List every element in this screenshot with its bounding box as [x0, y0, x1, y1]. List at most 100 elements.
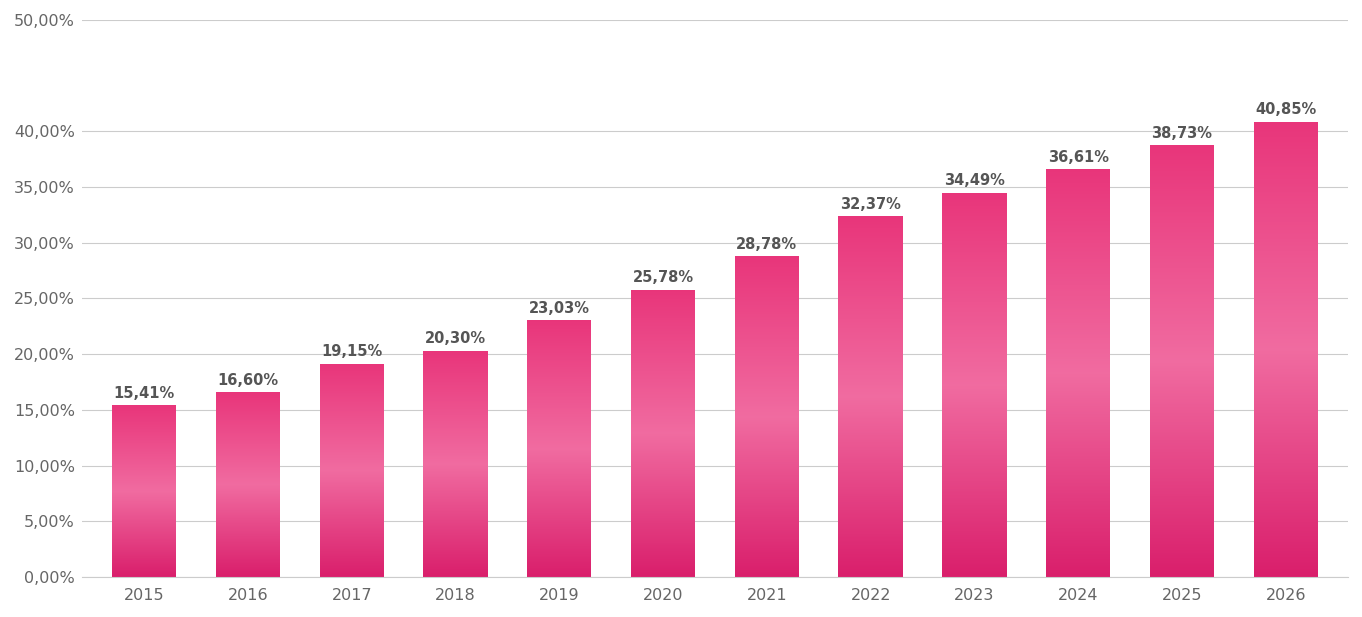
Bar: [1253, 457, 1318, 458]
Bar: [1253, 445, 1318, 447]
Bar: [1046, 341, 1110, 342]
Bar: [320, 434, 384, 435]
Bar: [943, 308, 1007, 309]
Bar: [1150, 446, 1214, 447]
Bar: [631, 482, 695, 483]
Bar: [527, 531, 591, 532]
Bar: [734, 521, 799, 523]
Bar: [320, 428, 384, 429]
Bar: [1253, 345, 1318, 346]
Bar: [631, 350, 695, 351]
Bar: [424, 410, 488, 411]
Bar: [734, 442, 799, 444]
Bar: [839, 370, 903, 371]
Bar: [320, 576, 384, 577]
Bar: [943, 288, 1007, 289]
Bar: [320, 423, 384, 424]
Bar: [1150, 161, 1214, 163]
Bar: [943, 503, 1007, 504]
Bar: [631, 492, 695, 493]
Bar: [424, 539, 488, 540]
Bar: [734, 406, 799, 407]
Bar: [1150, 512, 1214, 514]
Text: 16,60%: 16,60%: [218, 373, 278, 387]
Bar: [527, 508, 591, 510]
Bar: [320, 410, 384, 412]
Bar: [1046, 191, 1110, 193]
Bar: [839, 462, 903, 463]
Bar: [1046, 276, 1110, 278]
Bar: [839, 513, 903, 515]
Bar: [527, 408, 591, 409]
Bar: [1046, 494, 1110, 495]
Bar: [1150, 252, 1214, 254]
Bar: [320, 537, 384, 538]
Bar: [1150, 181, 1214, 183]
Bar: [1253, 278, 1318, 280]
Bar: [1046, 370, 1110, 371]
Bar: [943, 455, 1007, 457]
Bar: [424, 366, 488, 367]
Bar: [424, 362, 488, 363]
Bar: [1046, 206, 1110, 207]
Bar: [1150, 364, 1214, 365]
Bar: [320, 418, 384, 419]
Bar: [1253, 437, 1318, 439]
Bar: [734, 281, 799, 282]
Bar: [839, 442, 903, 444]
Bar: [839, 232, 903, 233]
Bar: [527, 417, 591, 418]
Bar: [527, 497, 591, 499]
Bar: [1046, 281, 1110, 282]
Bar: [631, 408, 695, 410]
Bar: [631, 391, 695, 392]
Bar: [734, 499, 799, 500]
Bar: [320, 404, 384, 405]
Bar: [839, 449, 903, 450]
Bar: [320, 508, 384, 509]
Bar: [631, 559, 695, 560]
Bar: [1046, 252, 1110, 254]
Bar: [1253, 365, 1318, 366]
Bar: [943, 485, 1007, 486]
Bar: [943, 550, 1007, 552]
Bar: [320, 510, 384, 511]
Bar: [1046, 445, 1110, 447]
Bar: [1253, 510, 1318, 511]
Bar: [839, 334, 903, 336]
Bar: [734, 257, 799, 259]
Bar: [424, 412, 488, 413]
Bar: [1150, 460, 1214, 462]
Bar: [1253, 483, 1318, 484]
Bar: [527, 407, 591, 408]
Bar: [943, 217, 1007, 218]
Bar: [1253, 471, 1318, 472]
Bar: [1046, 223, 1110, 225]
Bar: [943, 353, 1007, 354]
Bar: [943, 334, 1007, 335]
Bar: [734, 436, 799, 437]
Bar: [734, 428, 799, 429]
Bar: [631, 474, 695, 476]
Bar: [734, 262, 799, 263]
Bar: [320, 529, 384, 530]
Bar: [320, 566, 384, 567]
Bar: [943, 323, 1007, 325]
Bar: [1253, 397, 1318, 398]
Bar: [1253, 463, 1318, 465]
Bar: [631, 553, 695, 554]
Bar: [1150, 193, 1214, 194]
Bar: [631, 435, 695, 436]
Bar: [631, 511, 695, 512]
Bar: [1046, 484, 1110, 486]
Bar: [839, 321, 903, 322]
Bar: [1150, 315, 1214, 317]
Bar: [839, 279, 903, 280]
Bar: [631, 394, 695, 395]
Bar: [1150, 288, 1214, 289]
Bar: [1150, 397, 1214, 399]
Bar: [1150, 249, 1214, 251]
Bar: [1150, 146, 1214, 147]
Bar: [734, 473, 799, 474]
Bar: [1253, 358, 1318, 360]
